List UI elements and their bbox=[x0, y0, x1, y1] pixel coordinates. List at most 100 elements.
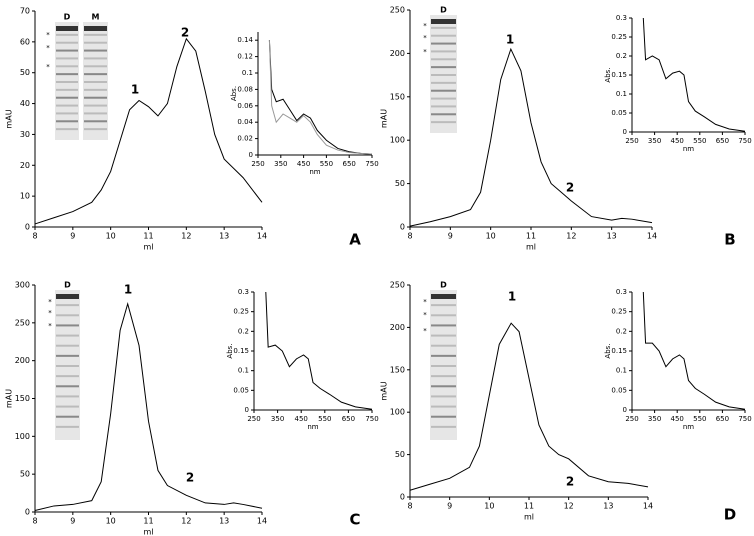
y-tick-label: 40 bbox=[20, 99, 30, 108]
data-line bbox=[265, 291, 373, 410]
gel-band bbox=[431, 304, 456, 307]
gel-band bbox=[431, 97, 456, 100]
y-tick-label: 60 bbox=[20, 37, 30, 46]
gel-band bbox=[84, 104, 107, 107]
y-tick-label: 30 bbox=[20, 130, 30, 139]
gel-band bbox=[431, 334, 456, 337]
gel-band bbox=[56, 96, 78, 99]
gel-lane-label: D bbox=[64, 13, 71, 22]
x-tick-label: 550 bbox=[693, 137, 706, 145]
x-tick-label: 650 bbox=[716, 137, 729, 145]
gel-lane-label: D bbox=[440, 6, 447, 15]
gel-mark: * bbox=[48, 322, 52, 330]
x-tick-label: 750 bbox=[365, 160, 378, 168]
x-tick-label: 10 bbox=[106, 232, 116, 241]
x-tick-label: 10 bbox=[486, 232, 496, 241]
gel-band bbox=[84, 128, 107, 131]
data-line bbox=[34, 302, 263, 511]
y-tick-label: 200 bbox=[15, 356, 30, 365]
x-tick-label: 9 bbox=[70, 517, 75, 526]
y-tick-label: 100 bbox=[390, 408, 405, 417]
x-tick-label: 14 bbox=[257, 517, 267, 526]
gel-band bbox=[56, 304, 79, 307]
x-tick-label: 350 bbox=[274, 160, 287, 168]
y-tick-label: 50 bbox=[395, 450, 405, 459]
x-tick-label: 12 bbox=[564, 502, 574, 511]
gel-mark: * bbox=[46, 31, 50, 39]
x-tick-label: 450 bbox=[671, 137, 684, 145]
y-tick-label: 0 bbox=[623, 128, 627, 136]
gel-band bbox=[431, 395, 456, 398]
gel-band bbox=[84, 41, 107, 44]
y-tick-label: 0.25 bbox=[611, 308, 627, 316]
x-tick-label: 9 bbox=[447, 502, 452, 511]
x-tick-label: 650 bbox=[343, 160, 356, 168]
gel-band bbox=[431, 81, 456, 84]
x-axis-label: ml bbox=[526, 243, 536, 252]
y-axis-label: Abs. bbox=[226, 343, 234, 358]
gel-band bbox=[84, 81, 107, 83]
y-tick-label: 100 bbox=[15, 432, 30, 441]
x-tick-label: 14 bbox=[257, 232, 267, 241]
gel-band bbox=[84, 73, 107, 76]
x-tick-label: 13 bbox=[219, 232, 229, 241]
panel-label: D bbox=[724, 506, 736, 524]
gel-band bbox=[56, 415, 79, 418]
gel-band bbox=[431, 314, 456, 317]
x-axis-label: ml bbox=[524, 513, 534, 522]
x-tick-label: 350 bbox=[648, 415, 661, 423]
gel-band bbox=[431, 34, 456, 37]
y-tick-label: 0.14 bbox=[237, 36, 253, 44]
x-tick-label: 11 bbox=[524, 502, 534, 511]
data-line bbox=[34, 37, 263, 225]
y-axis-label: mAU bbox=[380, 109, 389, 128]
x-tick-label: 750 bbox=[738, 415, 751, 423]
y-tick-label: 300 bbox=[15, 281, 30, 290]
y-tick-label: 50 bbox=[20, 470, 30, 479]
x-tick-label: 11 bbox=[526, 232, 536, 241]
x-tick-label: 10 bbox=[106, 517, 116, 526]
y-tick-label: 70 bbox=[20, 7, 30, 16]
gel-lane-label: D bbox=[64, 281, 71, 290]
gel-band bbox=[84, 26, 107, 31]
data-line bbox=[409, 322, 649, 491]
x-tick-label: 550 bbox=[318, 415, 331, 423]
y-tick-label: 0.08 bbox=[237, 85, 253, 93]
x-tick-label: 650 bbox=[716, 415, 729, 423]
gel-band bbox=[84, 112, 107, 115]
gel-band bbox=[431, 66, 456, 69]
gel-mark: * bbox=[423, 34, 427, 42]
x-tick-label: 10 bbox=[484, 502, 494, 511]
peak-label: 2 bbox=[181, 26, 189, 40]
gel-band bbox=[56, 324, 79, 327]
y-tick-label: 0.05 bbox=[611, 109, 627, 117]
y-tick-label: 0.02 bbox=[237, 135, 253, 143]
gel-mark: * bbox=[46, 63, 50, 71]
y-tick-label: 250 bbox=[390, 6, 405, 15]
gel-band bbox=[84, 49, 107, 52]
gel-band bbox=[431, 415, 456, 418]
peak-label: 2 bbox=[566, 475, 574, 489]
y-tick-label: 0.05 bbox=[233, 386, 249, 394]
x-axis-label: nm bbox=[307, 423, 318, 431]
gel-band bbox=[56, 344, 79, 347]
y-axis-label: mAU bbox=[5, 389, 14, 408]
y-tick-label: 0 bbox=[400, 493, 405, 502]
x-tick-label: 550 bbox=[320, 160, 333, 168]
y-tick-label: 200 bbox=[390, 49, 405, 58]
gel-band bbox=[431, 42, 456, 45]
y-axis-label: mAU bbox=[5, 109, 14, 128]
peak-label: 1 bbox=[124, 283, 132, 297]
peak-label: 1 bbox=[506, 33, 514, 47]
x-tick-label: 350 bbox=[648, 137, 661, 145]
y-tick-label: 150 bbox=[390, 365, 405, 374]
x-tick-label: 250 bbox=[251, 160, 264, 168]
x-tick-label: 13 bbox=[219, 517, 229, 526]
gel-lane-label: D bbox=[440, 281, 447, 290]
y-tick-label: 20 bbox=[20, 161, 30, 170]
gel-mark: * bbox=[46, 44, 50, 52]
panel-label: C bbox=[349, 511, 360, 529]
gel-band bbox=[56, 49, 78, 52]
x-tick-label: 750 bbox=[365, 415, 378, 423]
gel-band bbox=[431, 344, 456, 347]
